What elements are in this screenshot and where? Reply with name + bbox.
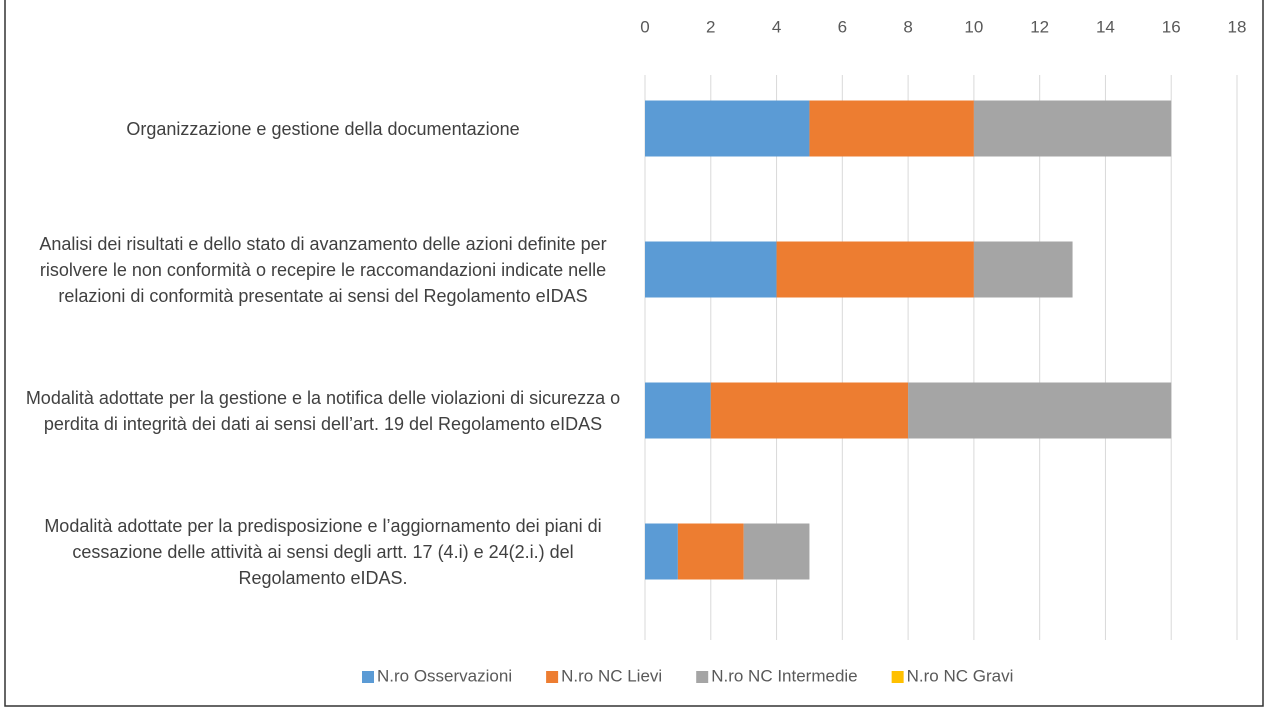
legend-swatch <box>891 671 904 683</box>
legend-swatch <box>362 671 374 683</box>
category-label: Modalità adottate per la predisposizione… <box>44 515 602 588</box>
bar-segment <box>645 382 711 439</box>
legend-label: N.ro NC Gravi <box>907 666 1014 685</box>
x-tick-label: 0 <box>640 17 649 36</box>
bar-segment <box>973 100 1172 157</box>
bar-segment <box>809 100 974 157</box>
bar-segment <box>710 382 909 439</box>
bar-segment <box>645 523 678 580</box>
category-label: Organizzazione e gestione della document… <box>126 118 520 139</box>
x-tick-label: 6 <box>838 17 847 36</box>
legend-swatch <box>696 671 709 683</box>
x-tick-label: 4 <box>772 17 781 36</box>
x-tick-label: 8 <box>903 17 912 36</box>
legend-swatch <box>546 671 559 683</box>
bar-segment <box>776 241 974 298</box>
bar-segment <box>973 241 1073 298</box>
legend-label: N.ro Osservazioni <box>377 666 512 685</box>
legend-label: N.ro NC Lievi <box>561 666 662 685</box>
bar-segment <box>677 523 744 580</box>
bar-segment <box>743 523 810 580</box>
frame <box>4 0 1264 707</box>
bar-segment <box>645 241 777 298</box>
legend-label: N.ro NC Intermedie <box>711 666 857 685</box>
category-label: Modalità adottate per la gestione e la n… <box>25 387 621 434</box>
x-tick-label: 16 <box>1162 17 1181 36</box>
bar-segment <box>645 100 810 157</box>
x-tick-label: 10 <box>964 17 983 36</box>
x-tick-label: 2 <box>706 17 715 36</box>
x-tick-label: 14 <box>1096 17 1115 36</box>
bar-segment <box>908 382 1172 439</box>
category-label: Analisi dei risultati e dello stato di a… <box>39 233 607 306</box>
x-tick-label: 18 <box>1228 17 1247 36</box>
x-tick-label: 12 <box>1030 17 1049 36</box>
